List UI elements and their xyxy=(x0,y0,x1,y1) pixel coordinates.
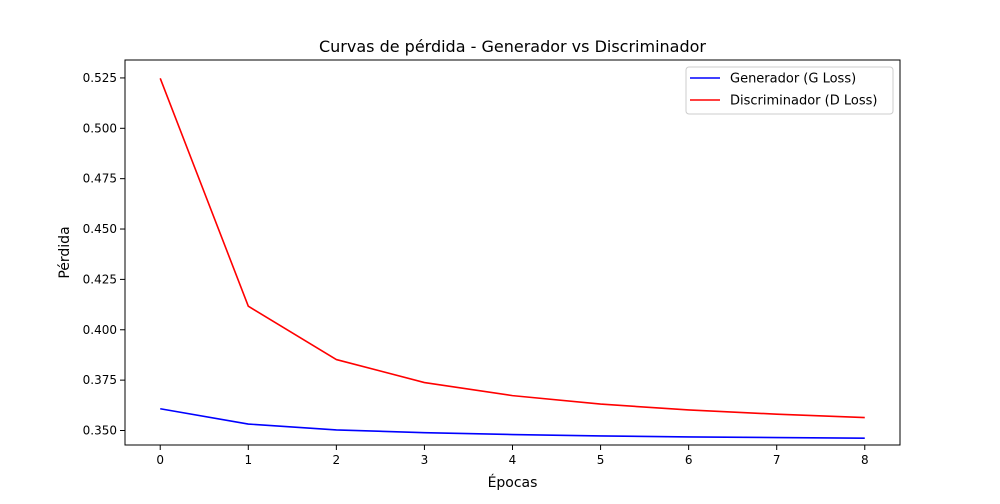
y-tick-label: 0.450 xyxy=(83,222,117,236)
legend-box xyxy=(685,66,894,115)
series-lines xyxy=(159,78,865,439)
x-tick-label: 3 xyxy=(421,453,429,467)
legend-items: Generador (G Loss) Discriminador (D Loss) xyxy=(690,72,877,109)
y-tick-label: 0.425 xyxy=(83,272,117,286)
x-tick-label: 4 xyxy=(509,453,517,467)
y-axis: 0.350 0.375 0.400 0.425 0.450 0.475 0.500 0.525 xyxy=(83,71,125,437)
legend-discriminator-label: Discriminador (D Loss) xyxy=(730,94,877,109)
y-tick-label: 0.400 xyxy=(83,323,117,337)
plot-area: 0 1 2 3 4 5 6 7 8 0.350 0.375 0.400 0.425 0.450 0.475… xyxy=(83,59,901,467)
x-tick-label: 0 xyxy=(156,453,164,467)
y-tick-label: 0.375 xyxy=(83,373,117,387)
x-tick-label: 2 xyxy=(333,453,341,467)
y-tick-label: 0.500 xyxy=(83,121,117,135)
y-tick-label: 0.350 xyxy=(83,423,117,437)
y-tick-label: 0.525 xyxy=(83,71,117,85)
legend-generator-label: Generador (G Loss) xyxy=(730,72,856,87)
x-axis-label: Épocas xyxy=(488,474,538,491)
x-tick-label: 1 xyxy=(244,453,252,467)
x-tick-label: 7 xyxy=(773,453,781,467)
chart-title: Curvas de pérdida - Generador vs Discrim… xyxy=(319,37,706,56)
x-axis: 0 1 2 3 4 5 6 7 8 xyxy=(156,445,869,467)
x-tick-label: 6 xyxy=(685,453,693,467)
y-tick-label: 0.475 xyxy=(83,172,117,186)
x-tick-label: 8 xyxy=(861,453,869,467)
legend: Generador (G Loss) Discriminador (D Loss) xyxy=(685,66,894,115)
y-axis-label: Pérdida xyxy=(57,226,73,278)
x-tick-label: 5 xyxy=(597,453,605,467)
discriminator-loss-line xyxy=(159,78,865,419)
generator-loss-line xyxy=(160,407,865,439)
